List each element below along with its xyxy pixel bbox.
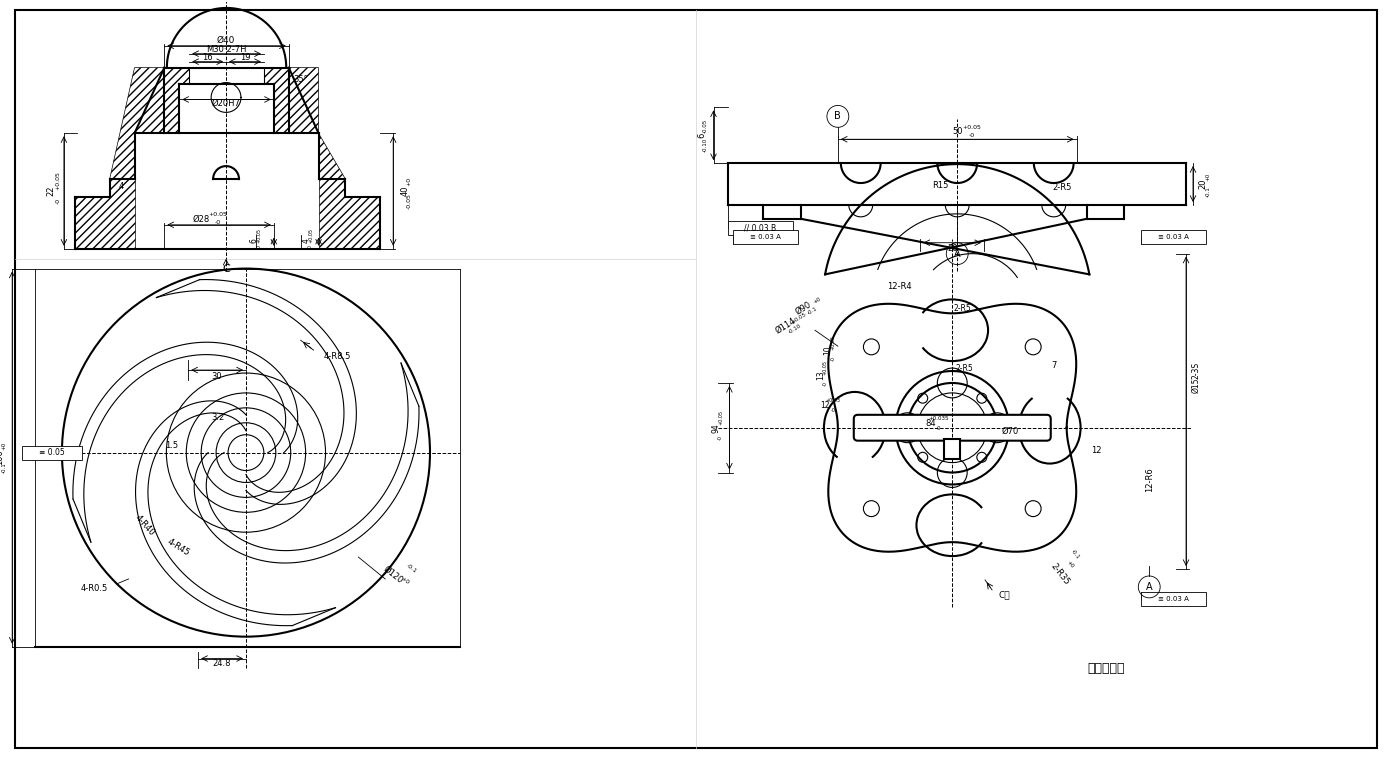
- Text: -0.1: -0.1: [807, 306, 819, 316]
- Text: +0.05: +0.05: [256, 228, 262, 243]
- Text: // 0.03 B: // 0.03 B: [744, 224, 777, 232]
- Text: 24.8: 24.8: [213, 659, 231, 668]
- Text: +0.05: +0.05: [717, 410, 723, 425]
- Text: +0.05: +0.05: [823, 359, 827, 374]
- Text: 4-R8.5: 4-R8.5: [324, 352, 352, 361]
- Text: 40: 40: [400, 186, 410, 196]
- Text: Ø15: Ø15: [1191, 377, 1201, 393]
- Bar: [729, 221, 794, 235]
- Text: 20: 20: [1198, 179, 1208, 190]
- Text: 技术要求：: 技术要求：: [1087, 662, 1125, 675]
- Text: C: C: [222, 264, 230, 274]
- Text: 12: 12: [1091, 446, 1101, 455]
- Text: 100: 100: [0, 449, 4, 465]
- Text: +0.03: +0.03: [825, 399, 841, 403]
- Text: 13: 13: [816, 370, 825, 380]
- Text: 84: 84: [925, 419, 936, 428]
- Text: 2-R5: 2-R5: [956, 364, 974, 373]
- Text: 20: 20: [947, 244, 957, 253]
- Text: -0: -0: [717, 435, 723, 440]
- Bar: [734, 230, 798, 244]
- Text: 4: 4: [119, 181, 125, 190]
- Text: 2-R5: 2-R5: [953, 304, 971, 313]
- Text: 94: 94: [712, 423, 722, 433]
- Text: 30: 30: [212, 371, 223, 381]
- Text: 6: 6: [249, 238, 259, 243]
- Text: R15: R15: [932, 180, 949, 190]
- Bar: [945, 439, 960, 459]
- Text: +0: +0: [1, 441, 7, 449]
- Text: 19: 19: [240, 53, 251, 62]
- Bar: [1141, 592, 1206, 606]
- Text: -0: -0: [823, 381, 827, 387]
- Text: -0: -0: [969, 133, 975, 138]
- Text: 4-R45: 4-R45: [165, 537, 191, 557]
- Text: +0.05: +0.05: [307, 228, 313, 243]
- Text: 35°: 35°: [294, 75, 307, 84]
- Text: -0: -0: [55, 198, 61, 204]
- Text: +0: +0: [812, 296, 821, 305]
- Text: -0.1: -0.1: [1, 462, 7, 473]
- Text: 7: 7: [1051, 361, 1057, 370]
- Text: -0: -0: [307, 244, 313, 249]
- Text: ≡ 0.03 A: ≡ 0.03 A: [1158, 596, 1188, 602]
- Text: +0.035: +0.035: [928, 416, 949, 421]
- Text: -0.05: -0.05: [407, 193, 411, 209]
- Text: 10: 10: [824, 346, 832, 355]
- Text: 50: 50: [951, 127, 963, 136]
- Text: -0: -0: [831, 409, 835, 413]
- Text: C向: C向: [999, 590, 1010, 600]
- Text: ≡ 0.03 A: ≡ 0.03 A: [1158, 233, 1188, 240]
- Text: +0.05: +0.05: [963, 125, 982, 130]
- Text: 4-R0.5: 4-R0.5: [82, 584, 108, 594]
- Text: -0: -0: [831, 356, 835, 361]
- Text: A: A: [954, 249, 961, 258]
- Text: 6: 6: [697, 133, 706, 138]
- Text: +0: +0: [1065, 559, 1075, 568]
- Text: -0.10: -0.10: [704, 138, 708, 152]
- Text: -0.1: -0.1: [1205, 186, 1210, 197]
- Text: Ø20H7: Ø20H7: [212, 99, 241, 108]
- Text: -0.05: -0.05: [704, 119, 708, 133]
- Text: Ø90: Ø90: [794, 300, 813, 317]
- Text: +0.05: +0.05: [831, 335, 835, 349]
- Text: 2-3S: 2-3S: [1191, 362, 1201, 378]
- Text: ≡ 0.05: ≡ 0.05: [39, 448, 65, 457]
- Text: +0: +0: [407, 177, 411, 186]
- Text: 22: 22: [47, 186, 55, 196]
- Text: Ø28: Ø28: [193, 215, 209, 224]
- Text: -0: -0: [256, 244, 262, 249]
- Text: Ø114: Ø114: [773, 317, 796, 336]
- Text: -0: -0: [215, 221, 222, 225]
- Text: 16: 16: [202, 53, 212, 62]
- Text: ≡ 0.03 A: ≡ 0.03 A: [749, 233, 781, 240]
- Text: +0: +0: [1205, 173, 1210, 181]
- Text: 12: 12: [820, 401, 830, 410]
- Text: A: A: [1145, 582, 1152, 592]
- Text: 4-R40: 4-R40: [133, 513, 157, 537]
- Text: 12-R4: 12-R4: [888, 282, 911, 291]
- Text: 2-R35: 2-R35: [1048, 562, 1071, 587]
- Text: 2-R5: 2-R5: [1053, 183, 1072, 192]
- Text: Ø70: Ø70: [1001, 428, 1018, 436]
- Text: +0.05: +0.05: [209, 212, 227, 218]
- Text: -0.1: -0.1: [404, 563, 417, 575]
- Text: 12-R6: 12-R6: [1145, 467, 1154, 492]
- Bar: [22, 446, 82, 459]
- Text: 3.2: 3.2: [212, 413, 224, 422]
- Text: +0: +0: [400, 576, 410, 586]
- FancyBboxPatch shape: [853, 415, 1051, 440]
- Text: -0.1: -0.1: [1071, 548, 1080, 560]
- Text: -0: -0: [936, 426, 940, 431]
- Text: +0.05: +0.05: [55, 171, 61, 190]
- Text: 4: 4: [301, 238, 310, 243]
- Text: Ø40: Ø40: [217, 36, 235, 45]
- Text: Ø120: Ø120: [382, 565, 404, 585]
- Bar: [1141, 230, 1206, 244]
- Text: B: B: [835, 111, 841, 121]
- Text: -0.10: -0.10: [788, 324, 802, 335]
- Text: 1.5: 1.5: [165, 441, 177, 450]
- Text: M30·2-7H: M30·2-7H: [206, 45, 247, 55]
- Text: +0.05: +0.05: [791, 312, 807, 325]
